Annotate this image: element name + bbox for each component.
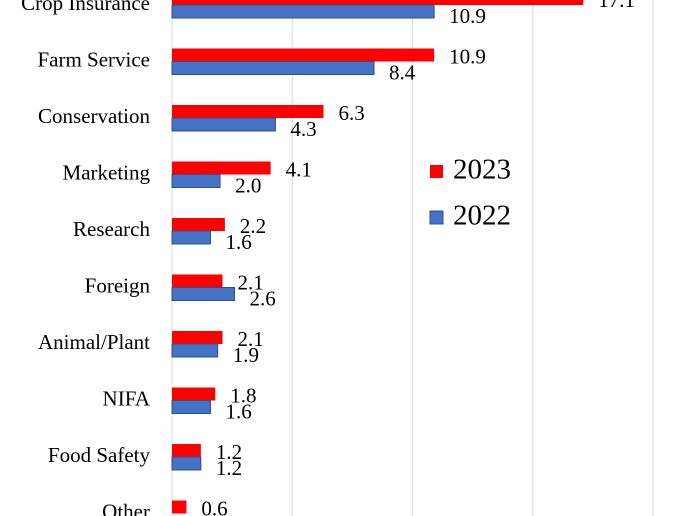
- legend-swatch: [429, 210, 444, 225]
- category-label: Conservation: [38, 104, 150, 128]
- category-label: Other: [102, 499, 150, 516]
- bar: [172, 105, 324, 118]
- data-label: 2.1: [238, 327, 264, 351]
- bar: [171, 400, 211, 414]
- bar: [172, 218, 225, 231]
- bar: [172, 48, 435, 62]
- data-label: 1.2: [216, 440, 242, 464]
- category-label: Food Safety: [48, 443, 151, 467]
- legend-swatch: [430, 165, 443, 178]
- bar: [172, 444, 201, 457]
- bar: [172, 387, 216, 401]
- legend-label: 2023: [453, 154, 511, 186]
- data-label: 2.6: [250, 286, 276, 310]
- data-label: 10.9: [449, 4, 486, 28]
- category-label: Crop Insurance: [21, 0, 150, 15]
- bar: [171, 343, 219, 358]
- bar: [171, 61, 375, 75]
- data-label: 4.1: [286, 157, 312, 181]
- category-label: Foreign: [85, 273, 151, 297]
- data-label: 6.3: [339, 101, 365, 125]
- data-label: 2.2: [240, 214, 266, 238]
- legend-label: 2022: [453, 200, 511, 232]
- data-label: 8.4: [389, 60, 416, 84]
- bar: [171, 456, 202, 471]
- bar: [171, 117, 276, 132]
- data-label: 0.6: [201, 496, 227, 516]
- bar: [171, 287, 236, 301]
- data-label: 10.9: [449, 44, 486, 68]
- category-label: Farm Service: [37, 47, 150, 71]
- category-label: Animal/Plant: [38, 330, 150, 354]
- bar: [171, 230, 211, 245]
- category-label: Research: [73, 217, 150, 241]
- bar: [172, 0, 584, 5]
- data-label: 1.6: [225, 399, 251, 423]
- category-label: NIFA: [103, 386, 151, 410]
- data-label: 17.1: [598, 0, 635, 12]
- bar: [172, 500, 187, 514]
- bar: [171, 4, 435, 19]
- data-label: 1.9: [233, 343, 259, 367]
- category-label: Marketing: [63, 160, 151, 184]
- data-label: 4.3: [290, 117, 316, 141]
- bar: [172, 161, 271, 175]
- bar: [172, 274, 223, 288]
- bar: [171, 174, 221, 188]
- bar: [172, 331, 223, 344]
- data-label: 1.2: [216, 456, 242, 480]
- data-label: 2.0: [235, 173, 261, 197]
- data-label: 1.8: [230, 383, 256, 407]
- data-label: 2.1: [238, 270, 264, 294]
- data-label: 1.6: [225, 230, 251, 254]
